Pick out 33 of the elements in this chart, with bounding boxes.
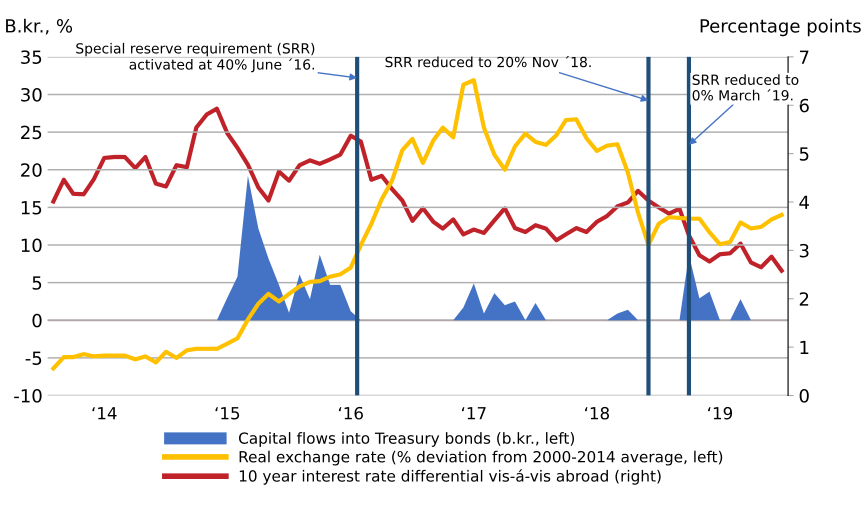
- y2-tick-label: 6: [800, 98, 809, 112]
- x-tick-label: ‘17: [462, 407, 486, 420]
- y2-tick-label: 2: [800, 292, 808, 306]
- annotation: Special reserve requirement (SRR) activated at 40% June ´16.: [76, 42, 314, 72]
- y2-tick-label: 7: [800, 50, 808, 64]
- legend-label: Real exchange rate (% deviation from 2000-2014 average, left): [240, 450, 722, 466]
- line-series: [51, 106, 784, 273]
- y-axis-title: B.kr., %: [6, 18, 72, 35]
- y2-tick-label: 4: [799, 196, 809, 209]
- y2-axis-title: Percentage points: [700, 18, 861, 36]
- y2-tick-label: 5: [800, 147, 808, 161]
- x-tick-label: ‘19: [708, 406, 732, 420]
- legend-label: Capital flows into Treasury bonds (b.kr., left): [238, 432, 574, 447]
- x-tick-label: ‘16: [338, 406, 363, 420]
- y-tick-label: 35: [21, 50, 42, 64]
- y-tick-label: 20: [21, 163, 42, 177]
- legend-label: 10 year interest rate differential vis-á-vis abroad (right): [240, 469, 661, 485]
- y-tick-label: 15: [22, 201, 42, 214]
- y-tick-label: 30: [21, 88, 42, 102]
- y-tick-label: 25: [21, 126, 42, 140]
- y-tick-label: -10: [14, 388, 42, 403]
- annotation: SRR reduced to 0% March ´19.: [692, 74, 798, 101]
- x-tick-label: ‘15: [216, 407, 240, 420]
- y2-tick-label: 0: [800, 388, 809, 403]
- y-tick-label: 5: [32, 276, 42, 290]
- y2-tick-label: 1: [800, 340, 808, 354]
- y-tick-label: 10: [22, 238, 42, 252]
- y-tick-label: -5: [26, 352, 42, 365]
- y-tick-label: 0: [32, 314, 42, 328]
- x-tick-label: ‘18: [585, 406, 609, 420]
- y2-tick-label: 3: [800, 244, 809, 258]
- annotation: SRR reduced to 20% Nov ´18.: [386, 56, 591, 68]
- x-tick-label: ‘14: [92, 407, 117, 420]
